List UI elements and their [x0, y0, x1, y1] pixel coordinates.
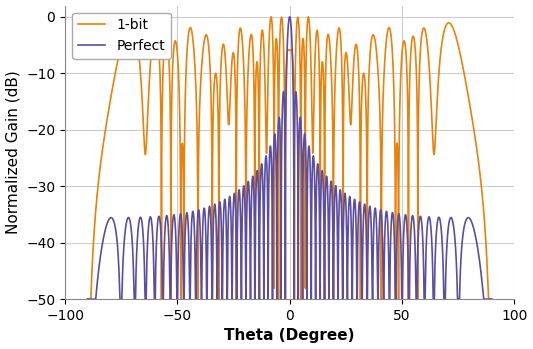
Perfect: [463, 219, 469, 223]
Perfect: [185, 225, 191, 229]
1-bit: [84, 297, 91, 301]
Perfect: [374, 242, 380, 246]
Perfect: [84, 297, 91, 301]
1-bit: [489, 297, 495, 301]
Perfect: [286, 15, 293, 19]
1-bit: [185, 34, 191, 38]
Line: 1-bit: 1-bit: [87, 17, 492, 299]
Perfect: [329, 191, 335, 195]
Perfect: [276, 117, 282, 121]
Legend: 1-bit, Perfect: 1-bit, Perfect: [72, 13, 171, 59]
Perfect: [489, 297, 495, 301]
1-bit: [374, 56, 380, 60]
1-bit: [329, 93, 335, 97]
X-axis label: Theta (Degree): Theta (Degree): [224, 328, 355, 343]
Perfect: [344, 276, 350, 281]
1-bit: [276, 119, 282, 123]
Y-axis label: Normalized Gain (dB): Normalized Gain (dB): [5, 70, 21, 234]
1-bit: [268, 15, 274, 19]
1-bit: [463, 79, 469, 83]
Line: Perfect: Perfect: [87, 17, 492, 299]
1-bit: [344, 55, 350, 60]
